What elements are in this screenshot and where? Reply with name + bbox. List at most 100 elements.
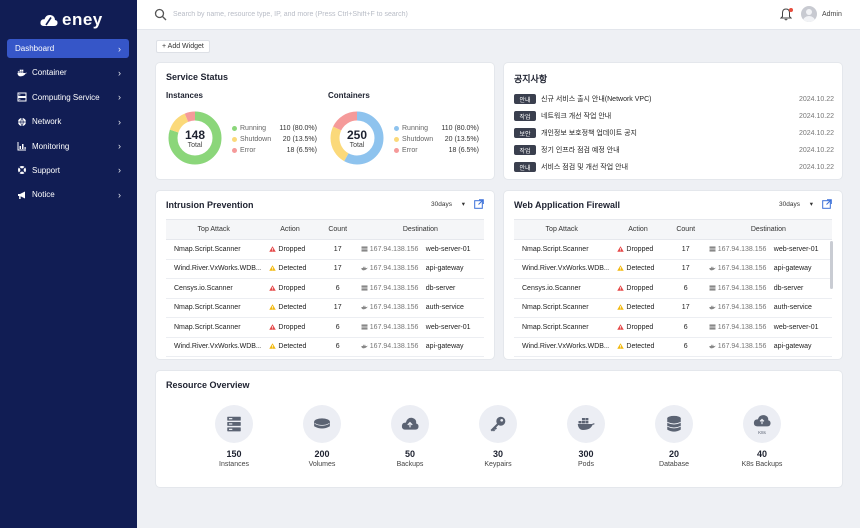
sidebar-item-support[interactable]: Support › <box>7 161 129 180</box>
sidebar-nav: Dashboard › Container › Computing Service › Ne… <box>7 39 129 210</box>
table-row[interactable]: Wind.River.VxWorks.WDB... Detected 17 167.9… <box>514 259 832 279</box>
chevron-down-icon: ▾ <box>809 201 813 208</box>
column-header[interactable]: Count <box>318 219 357 240</box>
chevron-right-icon: › <box>118 43 121 54</box>
notice-date: 2024.10.22 <box>798 95 834 103</box>
notice-title[interactable]: 개인정보 보호정책 업데이트 공지 <box>541 130 637 137</box>
notice-title[interactable]: 네트워크 개선 작업 안내 <box>541 113 612 120</box>
table-row[interactable]: Nmap.Script.Scanner Detected 17 167.94.138.… <box>166 298 484 318</box>
resource-item-instances[interactable]: 150 Instances <box>204 405 264 468</box>
table-row[interactable]: Wind.River.VxWorks.WDB... Detected 6 167.94… <box>514 337 832 357</box>
resource-count: 200 <box>314 449 330 459</box>
resource-item-backups[interactable]: 50 Backups <box>380 405 440 468</box>
destination-host: web-server-01 <box>773 323 819 331</box>
table-header-row: Top Attack Action Count Destination <box>514 219 832 240</box>
notice-tag: 안내 <box>514 94 536 104</box>
sidebar-item-container[interactable]: Container › <box>7 63 129 82</box>
sidebar-item-computing-service[interactable]: Computing Service › <box>7 88 129 107</box>
destination-host: api-gateway <box>425 265 464 273</box>
range-select[interactable]: 30days ▾ <box>428 198 468 210</box>
sidebar-item-dashboard[interactable]: Dashboard › <box>7 39 129 58</box>
legend-name: Error <box>402 147 418 154</box>
column-header[interactable]: Action <box>609 219 667 240</box>
resource-label: K8s Backups <box>741 461 783 468</box>
destination-ip: 167.94.138.156 <box>369 304 419 312</box>
resource-count: 20 <box>668 449 679 459</box>
destination-cell: 167.94.138.156 api-gateway <box>356 259 484 279</box>
sidebar-item-monitoring[interactable]: Monitoring › <box>7 137 129 156</box>
resource-item-database[interactable]: 20 Database <box>644 405 704 468</box>
legend-value: 20 (13.5%) <box>444 136 479 143</box>
notice-title[interactable]: 정기 인프라 점검 예정 안내 <box>541 147 620 154</box>
destination-cell: 167.94.138.156 db-server <box>704 278 832 299</box>
external-link-icon[interactable] <box>822 199 832 209</box>
external-link-icon[interactable] <box>474 199 484 209</box>
notice-card: 공지사항 안내 신규 서비스 출시 안내(Network VPC) 2024.10.… <box>504 63 842 179</box>
table-row[interactable]: Censys.io.Scanner Dropped 6 167.94.138.156 d… <box>166 278 484 299</box>
action-cell: Detected <box>261 337 319 357</box>
range-select[interactable]: 30days ▾ <box>776 198 816 210</box>
action-label: Dropped <box>278 245 306 253</box>
attack-name: Nmap.Script.Scanner <box>514 298 610 318</box>
destination-host: db-server <box>425 284 456 292</box>
notice-item[interactable]: 작업 네트워크 개선 작업 안내 2024.10.22 <box>514 110 834 122</box>
column-header[interactable]: Top Attack <box>514 219 610 240</box>
table-row[interactable]: Nmap.Script.Scanner Dropped 6 167.94.138.15… <box>514 317 832 338</box>
destination-host: web-server-01 <box>773 245 819 253</box>
destination-host: db-server <box>773 284 804 292</box>
notice-item[interactable]: 작업 정기 인프라 점검 예정 안내 2024.10.22 <box>514 144 834 156</box>
sidebar-item-label: Network <box>32 117 62 127</box>
column-header[interactable]: Destination <box>356 219 484 240</box>
global-search-input[interactable] <box>173 8 573 21</box>
warning-icon <box>269 265 277 271</box>
avatar[interactable] <box>801 6 817 22</box>
resource-label: Database <box>659 461 689 468</box>
user-name[interactable]: Admin <box>822 11 842 18</box>
table-row[interactable]: Nmap.Script.Scanner Dropped 17 167.94.138.1… <box>166 239 484 260</box>
scrollbar[interactable] <box>830 241 833 289</box>
action-label: Detected <box>626 265 655 273</box>
sidebar-item-network[interactable]: Network › <box>7 112 129 131</box>
table-row[interactable]: Nmap.Script.Scanner Detected 17 167.94.138.… <box>514 298 832 318</box>
table-row[interactable]: Wind.River.VxWorks.WDB... Detected 17 167.9… <box>166 259 484 279</box>
add-widget-button[interactable]: + Add Widget <box>156 40 210 53</box>
column-header[interactable]: Action <box>261 219 319 240</box>
resource-icon-circle <box>655 405 693 443</box>
column-header[interactable]: Count <box>666 219 705 240</box>
brand-logo[interactable]: eney <box>40 10 103 30</box>
resource-item-pods[interactable]: 300 Pods <box>556 405 616 468</box>
bell-icon[interactable] <box>780 8 792 21</box>
instances-donut-chart <box>168 111 222 165</box>
destination-ip: 167.94.138.156 <box>369 343 419 351</box>
containers-legend: Running 110 (80.0%) Shutdown 20 (13.5%) Erro… <box>394 123 479 156</box>
sidebar-item-notice[interactable]: Notice › <box>7 185 129 204</box>
notice-item[interactable]: 보안 개인정보 보호정책 업데이트 공지 2024.10.22 <box>514 127 834 139</box>
notice-title[interactable]: 신규 서비스 출시 안내(Network VPC) <box>541 96 652 103</box>
notice-title[interactable]: 서비스 점검 및 개선 작업 안내 <box>541 164 629 171</box>
notification-badge <box>789 8 793 12</box>
destination-cell: 167.94.138.156 api-gateway <box>356 337 484 357</box>
notice-item[interactable]: 안내 신규 서비스 출시 안내(Network VPC) 2024.10.22 <box>514 93 834 105</box>
containers-label: Containers <box>328 91 370 100</box>
table-row[interactable]: Censys.io.Scanner Dropped 6 167.94.138.156 d… <box>514 278 832 299</box>
table-row[interactable]: Nmap.Script.Scanner Dropped 17 167.94.138.1… <box>514 239 832 260</box>
waf-card: Web Application Firewall 30days ▾ Top At… <box>504 191 842 359</box>
column-header[interactable]: Top Attack <box>166 219 262 240</box>
notice-item[interactable]: 안내 서비스 점검 및 개선 작업 안내 2024.10.22 <box>514 161 834 173</box>
containers-total-label: Total <box>349 142 365 149</box>
alert-icon <box>617 246 625 252</box>
action-cell: Detected <box>261 298 319 318</box>
column-header[interactable]: Destination <box>704 219 832 240</box>
destination-cell: 167.94.138.156 api-gateway <box>704 337 832 357</box>
server-icon <box>361 324 368 330</box>
resource-item-k8s-backups[interactable]: K8s 40 K8s Backups <box>732 405 792 468</box>
resource-item-keypairs[interactable]: 30 Keypairs <box>468 405 528 468</box>
docker-icon <box>577 418 595 430</box>
action-label: Dropped <box>278 284 306 292</box>
table-row[interactable]: Wind.River.VxWorks.WDB... Detected 6 167.94… <box>166 337 484 357</box>
table-row[interactable]: Nmap.Script.Scanner Dropped 6 167.94.138.15… <box>166 317 484 338</box>
attack-name: Censys.io.Scanner <box>166 278 262 299</box>
action-label: Detected <box>626 343 655 351</box>
resource-item-volumes[interactable]: 200 Volumes <box>292 405 352 468</box>
alert-icon <box>269 246 277 252</box>
